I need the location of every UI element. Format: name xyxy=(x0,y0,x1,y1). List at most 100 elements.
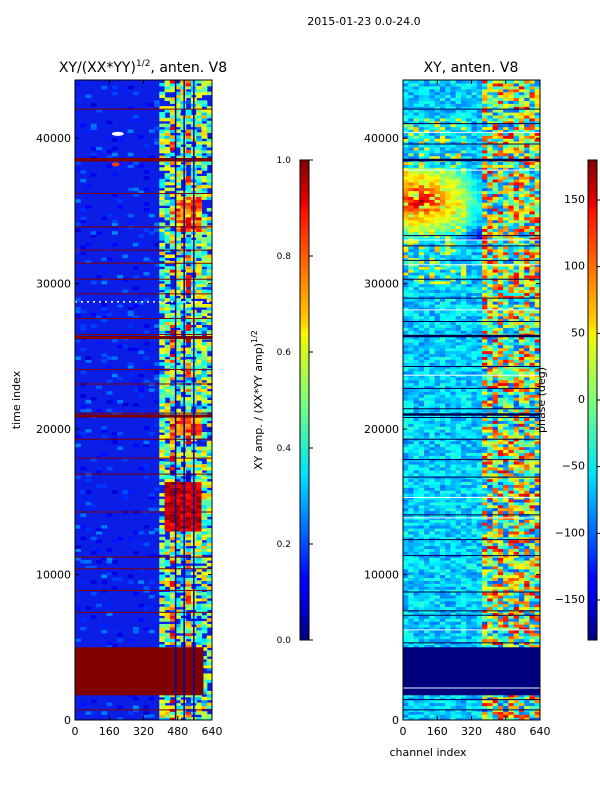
left-heatmap-cell xyxy=(175,711,181,715)
left-heatmap-cell xyxy=(106,379,113,384)
left-heatmap-cell xyxy=(80,466,87,471)
right-heatmap-cell xyxy=(460,455,467,459)
left-white-dot xyxy=(189,301,191,303)
right-heatmap-cell xyxy=(455,696,462,701)
right-heatmap-cell xyxy=(413,417,420,421)
left-heatmap-cell xyxy=(185,318,192,323)
right-heatmap-cell xyxy=(529,693,536,698)
right-heatmap-cell xyxy=(460,577,467,581)
left-heatmap-cell xyxy=(185,324,192,328)
left-heatmap-cell xyxy=(201,507,208,512)
right-heatmap-cell xyxy=(529,417,536,421)
right-heatmap-cell xyxy=(408,551,415,555)
left-heatmap-cell xyxy=(180,327,187,331)
left-heatmap-cell xyxy=(143,330,150,334)
right-heatmap-cell xyxy=(476,562,483,567)
left-heatmap-cell xyxy=(180,522,187,526)
right-heatmap-cell xyxy=(439,589,446,593)
right-heatmap-cell xyxy=(439,530,446,535)
right-heatmap-cell xyxy=(460,565,467,570)
left-heatmap-cell xyxy=(175,97,181,101)
left-heatmap-cell xyxy=(175,257,181,261)
left-heatmap-cell xyxy=(180,359,187,363)
left-heatmap-cell xyxy=(201,289,208,293)
right-heatmap-cell xyxy=(476,714,483,718)
left-heatmap-cell xyxy=(180,106,187,110)
left-heatmap-cell xyxy=(201,432,208,436)
right-heatmap-cell xyxy=(460,443,467,448)
left-heatmap-cell xyxy=(148,580,155,584)
left-heatmap-cell xyxy=(206,405,212,410)
right-heatmap-cell xyxy=(476,519,483,523)
left-heatmap-cell xyxy=(180,272,187,276)
left-heatmap-cell xyxy=(80,513,87,517)
right-heatmap-cell xyxy=(408,455,415,459)
left-heatmap-cell xyxy=(185,644,192,648)
left-heatmap-cell xyxy=(164,429,171,433)
right-heatmap-cell xyxy=(487,522,494,526)
left-heatmap-cell xyxy=(169,356,176,360)
right-heatmap-cell xyxy=(482,557,488,561)
left-heatmap-cell xyxy=(138,190,145,195)
left-heatmap-cell xyxy=(180,103,187,107)
right-heatmap-cell xyxy=(524,571,531,576)
right-heatmap-cell xyxy=(503,606,509,611)
right-heatmap-cell xyxy=(508,539,515,544)
right-heatmap-cell xyxy=(497,432,504,436)
left-heatmap-cell xyxy=(196,717,203,720)
right-heatmap-cell xyxy=(513,423,520,427)
right-heatmap-cell xyxy=(487,592,494,596)
right-heatmap-cell xyxy=(450,490,457,494)
right-heatmap-cell xyxy=(487,580,494,584)
left-heatmap-cell xyxy=(201,91,208,96)
right-heatmap-cell xyxy=(471,519,478,523)
left-heatmap-cell xyxy=(159,449,166,453)
right-heatmap-cell xyxy=(455,717,462,720)
left-heatmap-cell xyxy=(85,400,92,404)
right-heatmap-cell xyxy=(450,434,457,439)
left-heatmap-cell xyxy=(180,504,187,509)
left-heatmap-cell xyxy=(169,493,176,497)
right-heatmap-cell xyxy=(476,490,483,494)
left-heatmap-cell xyxy=(159,507,166,512)
right-heatmap-cell xyxy=(450,644,457,648)
left-heatmap-cell xyxy=(175,312,181,317)
right-heatmap-cell xyxy=(529,472,536,477)
right-heatmap-cell xyxy=(482,717,488,720)
right-heatmap-cell xyxy=(434,466,441,471)
right-heatmap-cell xyxy=(487,449,494,453)
left-heatmap-cell xyxy=(101,429,108,433)
left-heatmap-cell xyxy=(169,542,176,547)
right-heatmap-cell xyxy=(429,432,436,436)
left-heatmap-cell xyxy=(185,452,192,456)
right-heatmap-cell xyxy=(429,560,436,564)
left-white-dot xyxy=(147,301,149,303)
left-heatmap-cell xyxy=(175,196,181,200)
right-heatmap-cell xyxy=(518,624,525,628)
right-heatmap-cell xyxy=(403,618,409,622)
right-heatmap-cell xyxy=(482,589,488,593)
right-heatmap-cell xyxy=(497,501,504,506)
right-heatmap-cell xyxy=(450,603,457,608)
left-heatmap-cell xyxy=(206,667,212,672)
left-heatmap-cell xyxy=(201,629,208,634)
right-heatmap-cell xyxy=(503,592,509,596)
left-heatmap-cell xyxy=(96,385,102,389)
left-heatmap-cell xyxy=(206,571,212,576)
left-heatmap-cell xyxy=(169,606,176,611)
left-heatmap-cell xyxy=(175,245,181,250)
left-heatmap-cell xyxy=(159,210,166,215)
left-heatmap-cell xyxy=(196,103,203,107)
left-heatmap-cell xyxy=(206,216,212,221)
right-heatmap-cell xyxy=(408,606,415,611)
right-heatmap-cell xyxy=(439,510,446,515)
left-heatmap-cell xyxy=(201,263,208,267)
right-heatmap-cell xyxy=(471,530,478,535)
right-heatmap-cell xyxy=(487,501,494,506)
left-heatmap-cell xyxy=(185,274,192,279)
left-heatmap-cell xyxy=(164,594,171,599)
right-heatmap-cell xyxy=(476,478,483,483)
right-heatmap-cell xyxy=(445,577,452,581)
right-heatmap-cell xyxy=(529,717,536,720)
left-heatmap-cell xyxy=(175,155,181,160)
